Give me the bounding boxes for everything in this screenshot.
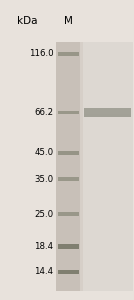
Bar — [58, 177, 79, 181]
Text: 18.4: 18.4 — [34, 242, 54, 251]
Bar — [56, 42, 80, 291]
Text: M: M — [64, 16, 73, 26]
Text: 116.0: 116.0 — [29, 50, 54, 58]
Bar — [58, 111, 79, 115]
Text: 14.4: 14.4 — [34, 267, 54, 276]
Bar — [84, 108, 131, 117]
Bar — [58, 212, 79, 216]
Bar — [58, 151, 79, 155]
Bar — [58, 52, 79, 56]
Text: 45.0: 45.0 — [34, 148, 54, 158]
Text: 66.2: 66.2 — [34, 108, 54, 117]
Bar — [56, 42, 133, 291]
Bar — [58, 270, 79, 274]
Text: 25.0: 25.0 — [34, 210, 54, 219]
Bar — [58, 244, 79, 249]
Text: 35.0: 35.0 — [34, 175, 54, 184]
Text: kDa: kDa — [17, 16, 37, 26]
Bar — [83, 42, 133, 291]
Bar — [84, 114, 131, 117]
